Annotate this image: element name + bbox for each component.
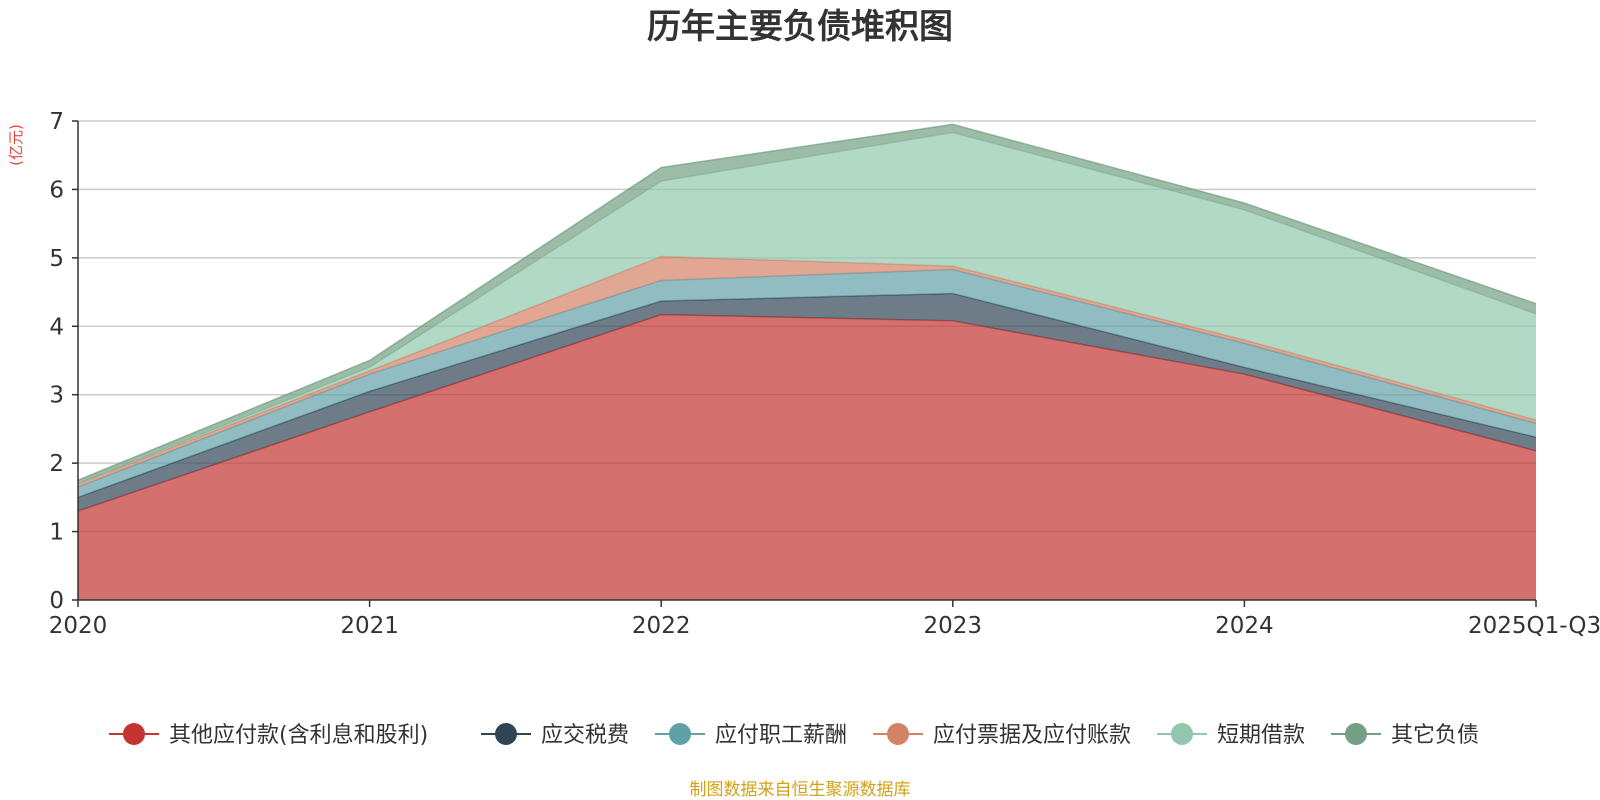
- series-line-3: [77, 268, 1537, 488]
- x-tick-label: 2024: [1215, 613, 1274, 639]
- legend-item-3[interactable]: 应付职工薪酬: [655, 723, 847, 748]
- x-tick-label: 2021: [340, 613, 399, 639]
- legend[interactable]: 其他应付款(含利息和股利) 应交税费 应付职工薪酬 应付票据及应付账款 短期借款 其它负债: [109, 723, 1479, 748]
- legend-item-5[interactable]: 短期借款: [1157, 723, 1305, 748]
- legend-item-4[interactable]: 应付票据及应付账款: [873, 723, 1131, 748]
- x-tick-label: 2023: [924, 613, 983, 639]
- y-tick-label: 7: [49, 109, 64, 135]
- y-tick-label: 0: [49, 588, 64, 614]
- legend-item-6[interactable]: 其它负债: [1331, 723, 1479, 748]
- legend-label: 应付票据及应付账款: [933, 723, 1131, 748]
- legend-marker: [495, 723, 517, 745]
- legend-item-2[interactable]: 应交税费: [481, 723, 629, 748]
- axes: 2020 2021 2022 2023 2024 2025Q1-Q3: [49, 120, 1600, 639]
- series-line-6: [77, 123, 1537, 481]
- legend-marker: [1345, 723, 1367, 745]
- x-tick-label: 2020: [49, 613, 108, 639]
- area-series-5: [78, 132, 1536, 484]
- y-tick-label: 2: [49, 451, 64, 477]
- legend-marker: [669, 723, 691, 745]
- legend-marker: [123, 723, 145, 745]
- y-tick-label: 6: [49, 177, 64, 203]
- y-tick-label: 5: [49, 246, 64, 272]
- legend-label: 应交税费: [541, 723, 629, 748]
- legend-label: 短期借款: [1217, 723, 1305, 748]
- legend-label: 其它负债: [1391, 723, 1479, 748]
- x-tick-label: 2025Q1-Q3: [1468, 613, 1600, 639]
- area-series-3: [78, 269, 1536, 498]
- y-tick-label: 3: [49, 383, 64, 409]
- chart-title: 历年主要负债堆积图: [647, 7, 953, 47]
- x-tick-label: 2022: [632, 613, 691, 639]
- legend-label: 应付职工薪酬: [715, 723, 847, 748]
- area-series-4: [78, 256, 1536, 488]
- legend-marker: [887, 723, 909, 745]
- y-tick-label: 4: [49, 314, 64, 340]
- legend-label: 其他应付款(含利息和股利): [169, 723, 428, 748]
- area-series-1: [78, 314, 1536, 600]
- legend-item-1[interactable]: 其他应付款(含利息和股利): [109, 723, 428, 748]
- legend-marker: [1171, 723, 1193, 745]
- source-note: 制图数据来自恒生聚源数据库: [690, 780, 911, 800]
- y-axis-unit: (亿元): [7, 124, 25, 166]
- y-tick-label: 1: [49, 520, 64, 546]
- area-series: [77, 123, 1537, 600]
- area-series-2: [78, 293, 1536, 512]
